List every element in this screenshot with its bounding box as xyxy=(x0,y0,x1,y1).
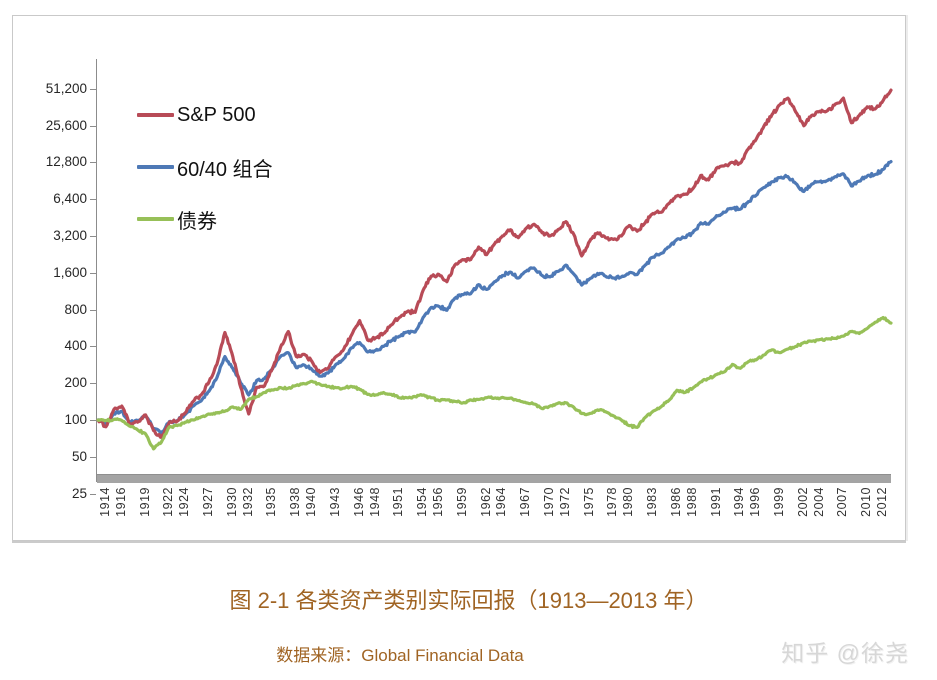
x-axis-tick-label: 1954 xyxy=(415,487,430,517)
x-axis-tick-label: 1938 xyxy=(288,487,303,517)
x-axis-tick-label: 1935 xyxy=(264,487,279,517)
y-axis-tick xyxy=(90,272,96,274)
legend-item-bonds: 债券 xyxy=(137,193,273,245)
figure-source: 数据来源：Global Financial Data xyxy=(276,646,524,665)
x-axis-tick-label: 1951 xyxy=(391,487,406,517)
x-axis-tick-label: 1948 xyxy=(367,487,382,517)
y-axis-tick-label: 12,800 xyxy=(45,154,87,170)
x-axis-tick-label: 1975 xyxy=(581,487,596,517)
x-axis-tick-label: 1916 xyxy=(113,487,128,517)
x-axis-tick-label: 1964 xyxy=(494,487,509,517)
x-axis-tick-label: 1999 xyxy=(771,487,786,517)
legend-swatch-6040 xyxy=(137,165,174,169)
x-axis-tick-label: 2004 xyxy=(811,487,826,517)
x-axis-tick-label: 1983 xyxy=(645,487,660,517)
y-axis-tick-label: 51,200 xyxy=(45,80,87,96)
x-axis-tick-label: 1962 xyxy=(478,487,493,517)
watermark: 知乎 @徐尧 xyxy=(781,640,909,666)
x-axis-tick-label: 1996 xyxy=(748,487,763,517)
x-axis-tick-label: 1980 xyxy=(621,487,636,517)
x-axis-tick-label: 1932 xyxy=(240,487,255,517)
y-axis-tick-label: 400 xyxy=(64,338,87,354)
x-axis-tick-label: 1972 xyxy=(557,487,572,517)
x-axis-tick-label: 1994 xyxy=(732,487,747,517)
y-axis-tick-label: 100 xyxy=(64,412,87,427)
y-axis-tick-label: 25,600 xyxy=(45,117,87,133)
x-axis-tick-label: 1940 xyxy=(304,487,319,517)
series-line-1 xyxy=(96,159,893,435)
y-axis-tick xyxy=(90,199,96,201)
x-axis-tick-label: 2012 xyxy=(875,487,890,517)
y-axis-tick xyxy=(90,493,96,495)
x-axis-tick-label: 1922 xyxy=(161,487,176,517)
x-axis-tick-label: 1946 xyxy=(351,487,366,517)
x-axis-tick-label: 1956 xyxy=(430,487,445,517)
y-axis-tick-label: 200 xyxy=(64,375,87,391)
x-axis-tick-label: 1943 xyxy=(327,487,342,517)
series-line-0 xyxy=(96,88,893,439)
y-axis-tick xyxy=(90,383,96,385)
legend-item-6040: 60/40 组合 xyxy=(137,141,273,193)
y-axis-tick xyxy=(90,236,96,237)
x-axis-tick-label: 1924 xyxy=(177,487,192,517)
x-axis-tick-label: 1919 xyxy=(137,487,152,517)
legend-swatch-sp500 xyxy=(137,113,174,117)
legend-label-6040: 60/40 组合 xyxy=(177,158,273,181)
y-axis-tick xyxy=(90,346,96,348)
legend-swatch-bonds xyxy=(137,217,174,221)
x-axis-tick-label: 1988 xyxy=(684,487,699,517)
x-axis-tick-label: 1930 xyxy=(224,487,239,517)
figure-caption: 图 2-1 各类资产类别实际回报（1913—2013 年） xyxy=(229,588,708,613)
x-axis-tick-label: 1991 xyxy=(708,487,723,517)
y-axis-tick xyxy=(90,456,96,458)
y-axis-tick-label: 1,600 xyxy=(53,264,87,280)
y-axis-line xyxy=(96,59,97,482)
y-axis-tick-label: 6,400 xyxy=(53,191,87,207)
legend: S&P 500 60/40 组合 债券 xyxy=(137,89,273,245)
series-line-2 xyxy=(96,315,893,451)
x-axis-tick-label: 2002 xyxy=(795,487,810,517)
x-axis-tick-label: 2010 xyxy=(859,487,874,517)
x-axis-tick-label: 1970 xyxy=(542,487,556,517)
y-axis-tick-label: 800 xyxy=(64,301,87,317)
x-axis-tick-label: 2007 xyxy=(835,487,850,517)
legend-label-sp500: S&P 500 xyxy=(177,103,256,126)
legend-label-bonds: 债券 xyxy=(177,210,217,233)
x-axis-tick-label: 1986 xyxy=(668,487,683,517)
x-axis-tick-label: 1959 xyxy=(454,487,469,517)
x-axis-tick-label: 1914 xyxy=(97,487,112,517)
y-axis-tick-label: 50 xyxy=(71,448,87,464)
chart-figure: 25 50 100 200 400 800 1,600 3,200 6,400 12,800 25,… xyxy=(12,15,906,541)
y-axis-tick xyxy=(90,162,96,164)
legend-item-sp500: S&P 500 xyxy=(137,89,273,141)
y-axis-tick xyxy=(90,88,96,90)
y-axis-tick xyxy=(90,125,96,127)
x-axis-tick-label: 1967 xyxy=(518,487,533,517)
y-axis-tick xyxy=(90,309,96,311)
x-axis-tick-label: 1978 xyxy=(605,487,620,517)
x-axis-tick-label: 1927 xyxy=(201,487,216,517)
y-axis-tick xyxy=(90,420,96,421)
x-axis-line xyxy=(97,474,891,483)
plot-area xyxy=(96,88,893,451)
y-axis-tick-label: 25 xyxy=(71,485,87,501)
y-axis-tick-label: 3,200 xyxy=(53,228,87,243)
